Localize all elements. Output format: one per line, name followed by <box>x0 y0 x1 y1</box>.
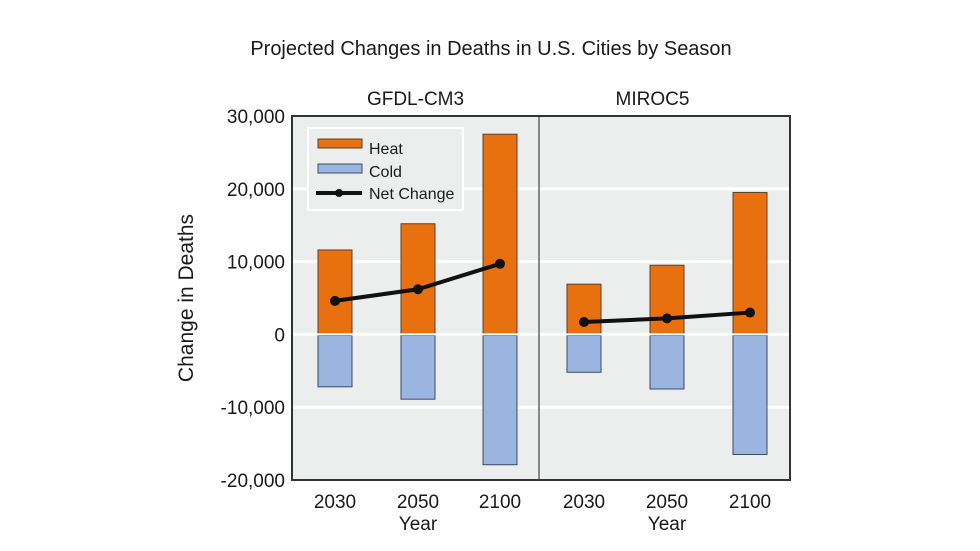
cold-bar <box>649 334 685 390</box>
heat-bar <box>482 133 518 335</box>
cold-bar <box>400 334 436 400</box>
y-tick-label: 10,000 <box>227 253 285 274</box>
cold-bar <box>482 334 518 466</box>
legend-heat-label: Heat <box>369 141 403 158</box>
legend-cold-swatch <box>317 163 363 174</box>
net-change-point <box>662 313 672 324</box>
y-tick-label: -10,000 <box>221 398 285 419</box>
x-tick-label: 2030 <box>314 492 356 513</box>
y-tick-label: 20,000 <box>227 180 285 201</box>
x-tick-label: 2030 <box>563 492 605 513</box>
net-change-point <box>330 295 340 306</box>
net-change-point <box>413 284 423 295</box>
x-tick-label: 2100 <box>479 492 521 513</box>
net-change-point <box>495 258 505 269</box>
y-tick-label: 30,000 <box>227 107 285 128</box>
legend-net-label: Net Change <box>369 186 454 203</box>
panel-title: MIROC5 <box>616 89 690 110</box>
legend-net-marker <box>335 189 343 197</box>
cold-bar <box>732 334 768 456</box>
plot-frame <box>291 115 791 481</box>
net-change-point <box>579 317 589 328</box>
cold-bar <box>317 334 353 388</box>
x-axis-label: Year <box>648 514 687 535</box>
x-tick-label: 2050 <box>646 492 688 513</box>
net-change-point <box>745 307 755 318</box>
x-axis-label: Year <box>399 514 438 535</box>
legend-cold-label: Cold <box>369 164 402 181</box>
y-tick-label: 0 <box>274 325 285 346</box>
heat-bar <box>649 264 685 335</box>
x-tick-label: 2050 <box>397 492 439 513</box>
y-axis-label: Change in Deaths <box>175 214 198 382</box>
legend-heat-swatch <box>317 138 363 149</box>
y-tick-label: -20,000 <box>221 471 285 492</box>
chart-title: Projected Changes in Deaths in U.S. Citi… <box>250 38 731 60</box>
heat-bar <box>400 223 436 335</box>
heat-bar <box>317 249 353 335</box>
panel-title: GFDL-CM3 <box>367 89 464 110</box>
cold-bar <box>566 334 602 373</box>
x-tick-label: 2100 <box>729 492 771 513</box>
